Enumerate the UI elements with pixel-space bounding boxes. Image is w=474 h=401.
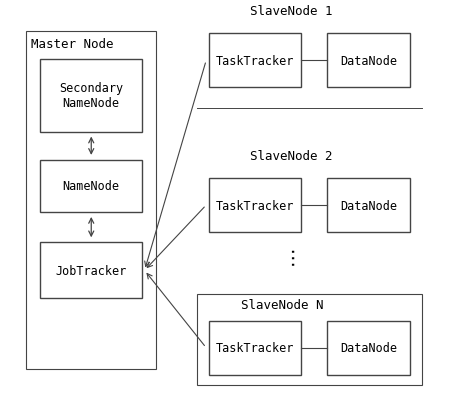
Text: Master Node: Master Node [31, 38, 113, 51]
Bar [209, 178, 301, 233]
Bar [26, 32, 156, 369]
Text: TaskTracker: TaskTracker [216, 199, 294, 212]
Text: TaskTracker: TaskTracker [216, 55, 294, 68]
Text: SlaveNode 1: SlaveNode 1 [250, 5, 333, 18]
Bar [327, 178, 410, 233]
Text: DataNode: DataNode [340, 55, 397, 68]
Bar [197, 295, 422, 385]
Text: NameNode: NameNode [63, 180, 120, 193]
Bar [209, 34, 301, 88]
Text: TaskTracker: TaskTracker [216, 341, 294, 354]
Bar [40, 243, 142, 299]
Bar [209, 321, 301, 375]
Bar [40, 160, 142, 213]
Text: JobTracker: JobTracker [55, 264, 127, 277]
Bar [40, 60, 142, 132]
Text: Secondary
NameNode: Secondary NameNode [59, 82, 123, 110]
Text: SlaveNode N: SlaveNode N [241, 298, 323, 311]
Text: DataNode: DataNode [340, 341, 397, 354]
Text: SlaveNode 2: SlaveNode 2 [250, 150, 333, 162]
Text: ⋯: ⋯ [282, 245, 301, 264]
Text: DataNode: DataNode [340, 199, 397, 212]
Bar [327, 321, 410, 375]
Bar [327, 34, 410, 88]
